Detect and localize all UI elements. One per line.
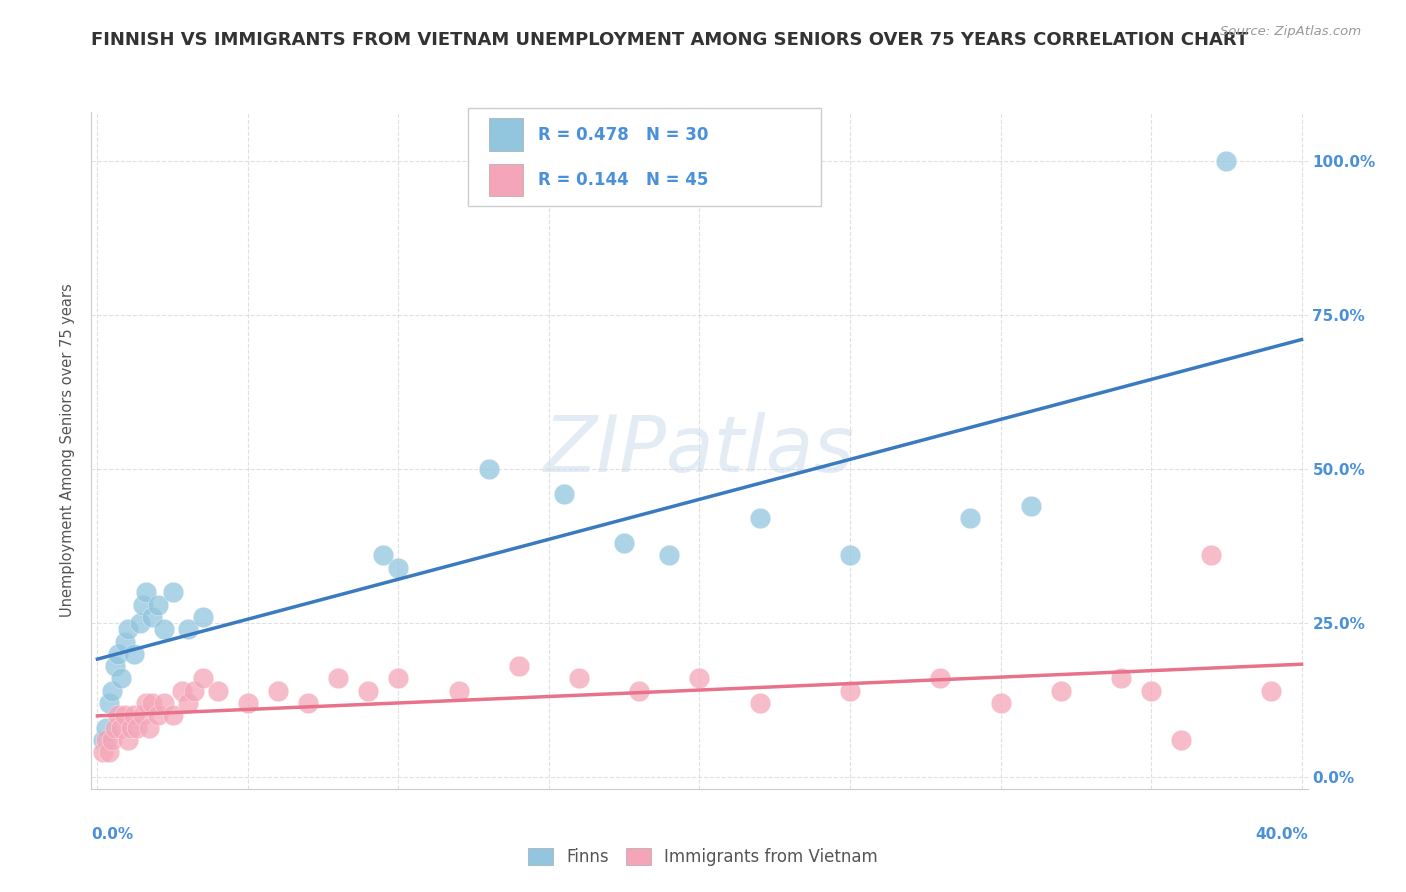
Point [568,672,591,686]
Point [152,622,174,636]
Point [117,733,139,747]
Point [183,683,205,698]
Point [177,622,200,636]
Point [110,672,132,686]
Point [1170,733,1192,747]
Text: FINNISH VS IMMIGRANTS FROM VIETNAM UNEMPLOYMENT AMONG SENIORS OVER 75 YEARS CORR: FINNISH VS IMMIGRANTS FROM VIETNAM UNEMP… [91,31,1249,49]
Point [191,610,214,624]
Text: R = 0.144   N = 45: R = 0.144 N = 45 [537,171,709,189]
Point [170,683,193,698]
Point [929,672,952,686]
Point [839,548,862,562]
Point [1199,548,1222,562]
FancyBboxPatch shape [489,119,523,151]
Point [138,721,160,735]
Point [267,683,290,698]
Point [447,683,470,698]
Text: R = 0.478   N = 30: R = 0.478 N = 30 [537,126,709,144]
Point [131,598,153,612]
Point [508,659,530,673]
Text: 40.0%: 40.0% [1254,827,1308,841]
Point [191,672,214,686]
Point [373,548,395,562]
Point [114,708,136,723]
Point [122,708,145,723]
Text: Source: ZipAtlas.com: Source: ZipAtlas.com [1220,25,1361,38]
Point [177,696,200,710]
Point [98,696,121,710]
Point [1260,683,1282,698]
Point [1140,683,1163,698]
Point [1109,672,1132,686]
Point [96,733,118,747]
Point [959,511,981,525]
Point [990,696,1012,710]
Point [328,672,350,686]
Point [236,696,259,710]
Point [122,647,145,661]
FancyBboxPatch shape [489,164,523,196]
Point [93,733,115,747]
Point [101,683,124,698]
Point [387,560,409,574]
Point [141,696,163,710]
Point [146,598,169,612]
Point [688,672,710,686]
FancyBboxPatch shape [468,108,821,206]
Point [110,721,132,735]
Point [101,733,124,747]
Point [107,708,129,723]
Point [658,548,681,562]
Point [125,721,148,735]
Point [1215,153,1237,168]
Point [1019,499,1042,513]
Point [107,647,129,661]
Point [117,622,139,636]
Point [120,721,142,735]
Point [748,511,770,525]
Point [93,746,115,760]
Point [114,634,136,648]
Y-axis label: Unemployment Among Seniors over 75 years: Unemployment Among Seniors over 75 years [60,284,76,617]
Point [98,746,121,760]
Point [162,585,184,599]
Point [1049,683,1071,698]
Point [839,683,862,698]
Point [141,610,163,624]
Point [387,672,409,686]
Point [96,721,118,735]
Point [553,486,575,500]
Point [207,683,229,698]
Point [357,683,380,698]
Point [152,696,174,710]
Point [128,615,150,630]
Point [131,708,153,723]
Point [135,696,157,710]
Point [748,696,770,710]
Point [104,721,127,735]
Point [135,585,157,599]
Point [104,659,127,673]
Point [478,462,501,476]
Point [297,696,319,710]
Point [613,536,636,550]
Legend: Finns, Immigrants from Vietnam: Finns, Immigrants from Vietnam [520,840,886,875]
Point [628,683,651,698]
Text: 0.0%: 0.0% [91,827,134,841]
Point [162,708,184,723]
Text: ZIPatlas: ZIPatlas [544,412,855,489]
Point [146,708,169,723]
